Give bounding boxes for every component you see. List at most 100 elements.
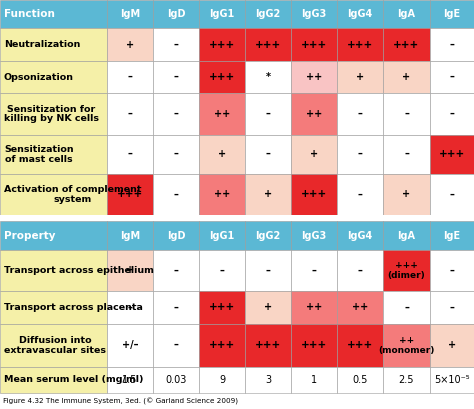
Bar [337,93,383,135]
Bar [430,291,474,324]
Bar [383,291,430,324]
Bar [153,0,199,28]
Bar [383,174,430,215]
Bar [245,28,291,61]
Bar [153,221,199,250]
Text: IgA: IgA [398,9,416,19]
Bar [0,250,107,291]
Text: –: – [357,109,363,119]
Text: +++: +++ [255,340,281,350]
Text: Sensitization
of mast cells: Sensitization of mast cells [4,145,73,164]
Bar [199,221,245,250]
Text: +++: +++ [255,40,281,49]
Bar [245,61,291,93]
Bar [337,61,383,93]
Text: –: – [357,189,363,199]
Bar [245,0,291,28]
Bar [107,367,153,393]
Text: IgG4: IgG4 [347,9,373,19]
Text: +: + [218,149,226,159]
Bar [107,324,153,367]
Text: –: – [265,265,271,275]
Bar [0,291,107,324]
Bar [107,174,153,215]
Bar [337,0,383,28]
Text: 3: 3 [265,375,271,385]
Bar [245,174,291,215]
Text: +/–: +/– [122,340,138,350]
Bar [430,93,474,135]
Bar [383,221,430,250]
Text: +: + [402,72,410,82]
Text: IgM: IgM [120,9,140,19]
Text: +++: +++ [301,340,327,350]
Bar [107,250,153,291]
Text: ++
(monomer): ++ (monomer) [378,336,435,355]
Bar [383,367,430,393]
Bar [107,61,153,93]
Text: –: – [173,265,178,275]
Bar [291,324,337,367]
Text: –: – [173,302,178,312]
Bar [337,367,383,393]
Bar [383,324,430,367]
Text: +++: +++ [209,302,235,312]
Bar [383,28,430,61]
Text: Opsonization: Opsonization [4,72,74,81]
Bar [0,215,474,221]
Text: IgG1: IgG1 [210,231,235,240]
Bar [430,135,474,174]
Bar [153,324,199,367]
Text: –: – [265,149,271,159]
Text: –: – [128,149,132,159]
Text: *: * [265,72,271,82]
Bar [245,291,291,324]
Bar [291,61,337,93]
Text: –: – [357,265,363,275]
Text: 0.5: 0.5 [352,375,368,385]
Bar [291,221,337,250]
Text: –: – [404,302,409,312]
Text: –: – [128,109,132,119]
Bar [245,221,291,250]
Bar [0,221,107,250]
Bar [430,174,474,215]
Bar [107,28,153,61]
Text: –: – [219,265,224,275]
Bar [0,324,107,367]
Text: +++: +++ [347,340,373,350]
Bar [291,291,337,324]
Bar [337,291,383,324]
Bar [199,93,245,135]
Bar [245,367,291,393]
Bar [291,135,337,174]
Text: Property: Property [4,231,55,240]
Text: IgE: IgE [444,231,461,240]
Text: ++: ++ [214,189,230,199]
Text: IgM: IgM [120,231,140,240]
Text: –: – [173,340,178,350]
Text: +: + [126,265,134,275]
Bar [291,28,337,61]
Text: –: – [449,109,455,119]
Text: +: + [264,302,272,312]
Bar [430,28,474,61]
Text: IgD: IgD [167,231,185,240]
Text: Activation of complement
system: Activation of complement system [4,185,142,204]
Bar [383,93,430,135]
Bar [107,93,153,135]
Bar [430,324,474,367]
Text: –: – [404,109,409,119]
Bar [430,221,474,250]
Text: +++: +++ [439,149,465,159]
Bar [0,28,107,61]
Text: ++: ++ [306,72,322,82]
Text: ++: ++ [306,302,322,312]
Text: 1.5: 1.5 [122,375,137,385]
Text: IgD: IgD [167,9,185,19]
Bar [199,174,245,215]
Text: –: – [357,149,363,159]
Text: 1: 1 [311,375,317,385]
Text: +++: +++ [301,40,327,49]
Text: +++: +++ [209,340,235,350]
